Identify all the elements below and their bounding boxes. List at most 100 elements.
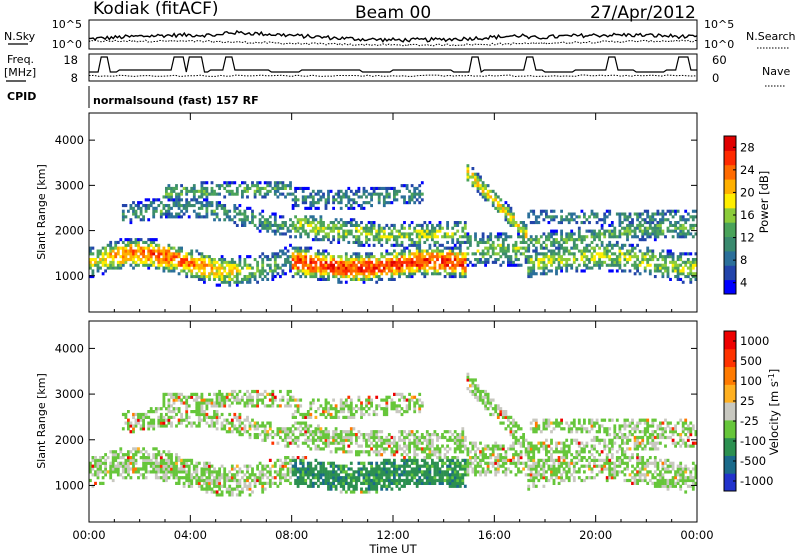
velocity-heatmap-cell (185, 401, 189, 405)
power-heatmap-cell (494, 235, 498, 239)
power-heatmap-cell (674, 260, 677, 264)
velocity-heatmap-cell (187, 470, 191, 474)
power-heatmap-cell (327, 275, 330, 279)
velocity-heatmap-cell (177, 478, 181, 483)
velocity-heatmap-cell (94, 456, 97, 460)
velocity-heatmap-cell (134, 458, 138, 462)
power-heatmap-cell (610, 229, 614, 233)
power-heatmap-cell (218, 266, 221, 270)
power-heatmap-cell (296, 272, 300, 276)
velocity-heatmap-cell (273, 398, 277, 402)
velocity-heatmap-cell (276, 458, 280, 462)
power-heatmap-cell (200, 181, 204, 185)
power-heatmap-cell (420, 192, 424, 196)
power-heatmap-cell (132, 266, 135, 270)
velocity-heatmap-cell (395, 481, 399, 485)
power-heatmap-cell (89, 260, 92, 264)
power-heatmap-cell (431, 255, 434, 259)
power-heatmap-cell (636, 215, 639, 219)
velocity-heatmap-cell (393, 473, 396, 477)
power-heatmap-cell (636, 223, 639, 227)
power-heatmap-cell (165, 209, 168, 213)
velocity-heatmap-cell (238, 412, 242, 417)
power-heatmap-cell (137, 215, 140, 219)
power-heatmap-cell (534, 249, 538, 253)
velocity-heatmap-cell (208, 478, 211, 483)
velocity-heatmap-cell (357, 453, 361, 457)
power-heatmap-cell (182, 263, 186, 267)
power-heatmap-cell (522, 246, 525, 250)
power-heatmap-cell (666, 229, 670, 233)
station-title: Kodiak (fitACF) (93, 0, 219, 19)
power-heatmap-cell (499, 243, 503, 247)
velocity-heatmap-cell (395, 473, 399, 477)
power-heatmap-cell (400, 240, 404, 244)
power-heatmap-cell (580, 221, 584, 225)
velocity-heatmap-cell (223, 404, 227, 408)
power-heatmap-cell (565, 260, 569, 264)
power-heatmap-cell (443, 258, 447, 262)
velocity-heatmap-cell (355, 481, 358, 485)
velocity-heatmap-cell (268, 421, 272, 425)
velocity-heatmap-cell (425, 470, 429, 474)
power-heatmap-cell (213, 212, 216, 216)
power-heatmap-cell (420, 252, 424, 256)
power-heatmap-cell (220, 275, 224, 279)
velocity-heatmap-cell (182, 467, 186, 471)
velocity-heatmap-cell (410, 476, 414, 480)
power-heatmap-cell (560, 246, 563, 250)
power-heatmap-cell (519, 235, 523, 239)
power-heatmap-cell (686, 275, 690, 279)
power-heatmap-cell (357, 195, 361, 199)
power-heatmap-cell (256, 260, 259, 264)
power-heatmap-cell (372, 189, 376, 193)
power-heatmap-cell (220, 280, 224, 284)
velocity-heatmap-cell (294, 473, 297, 477)
power-heatmap-cell (610, 252, 614, 256)
velocity-heatmap-cell (387, 438, 391, 442)
velocity-heatmap-cell (296, 435, 300, 440)
power-heatmap-cell (190, 260, 194, 264)
power-heatmap-cell (360, 195, 363, 199)
velocity-heatmap-cell (342, 415, 346, 419)
power-heatmap-cell (567, 258, 571, 262)
power-heatmap-cell (276, 195, 280, 199)
velocity-heatmap-cell (101, 476, 105, 480)
power-heatmap-cell (294, 223, 297, 227)
power-heatmap-cell (294, 246, 297, 250)
power-heatmap-cell (347, 206, 351, 210)
velocity-heatmap-cell (299, 481, 303, 485)
power-heatmap-cell (570, 263, 574, 267)
power-heatmap-cell (215, 206, 219, 210)
power-heatmap-cell (205, 255, 209, 259)
velocity-heatmap-cell (225, 398, 229, 402)
power-heatmap-cell (638, 272, 642, 276)
power-heatmap-cell (309, 272, 313, 276)
power-heatmap-cell (157, 258, 161, 262)
velocity-heatmap-cell (286, 404, 290, 408)
velocity-heatmap-cell (367, 444, 371, 448)
power-heatmap-cell (180, 258, 183, 262)
power-heatmap-cell (420, 229, 424, 233)
power-heatmap-cell (403, 252, 406, 256)
power-heatmap-cell (572, 238, 576, 242)
velocity-heatmap-cell (408, 407, 411, 411)
velocity-heatmap-cell (413, 481, 417, 485)
velocity-heatmap-cell (139, 450, 143, 454)
velocity-heatmap-cell (314, 415, 318, 419)
power-heatmap-cell (484, 263, 487, 267)
velocity-heatmap-cell (403, 458, 406, 462)
power-heatmap-cell (496, 209, 500, 213)
velocity-heatmap-cell (215, 392, 219, 396)
power-heatmap-cell (577, 229, 581, 233)
velocity-heatmap-cell (177, 395, 181, 399)
power-heatmap-cell (286, 192, 290, 196)
velocity-heatmap-cell (263, 404, 267, 408)
power-heatmap-cell (494, 192, 498, 196)
power-heatmap-cell (615, 255, 619, 259)
power-heatmap-cell (372, 235, 376, 239)
velocity-heatmap-cell (182, 481, 186, 485)
velocity-heatmap-cell (349, 430, 353, 434)
velocity-heatmap-cell (261, 470, 265, 474)
